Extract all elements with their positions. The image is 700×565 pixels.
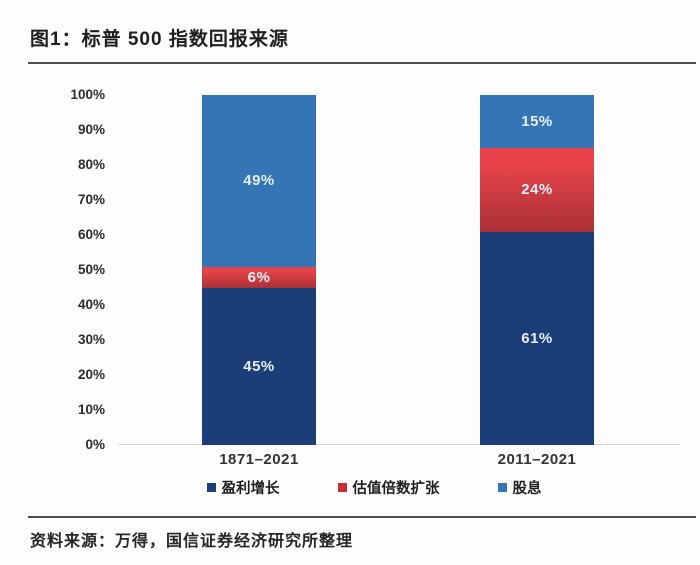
y-axis-tick: 40% [77, 297, 105, 312]
legend-label: 盈利增长 [221, 480, 280, 497]
bar-value-label: 45% [243, 357, 275, 375]
x-axis-line [118, 444, 680, 445]
stacked-bar-chart: 0% 10% 20% 30% 40% 50% 60% 70% 80% 90% 100% 45% 6% 4… [48, 87, 700, 497]
y-axis-tick: 80% [77, 157, 105, 172]
x-axis-label: 2011–2021 [497, 451, 577, 468]
y-axis-tick: 10% [77, 402, 105, 417]
legend-item: 股息 [497, 477, 542, 498]
title-divider [28, 62, 696, 64]
y-axis-tick: 30% [77, 332, 105, 347]
chart-legend: 盈利增长 估值倍数扩张 股息 [48, 477, 700, 497]
bar-value-label: 15% [521, 112, 553, 130]
bar-value-label: 49% [243, 172, 275, 190]
legend-item: 盈利增长 [206, 477, 280, 498]
y-axis-tick: 100% [70, 87, 105, 102]
legend-swatch [497, 482, 507, 492]
y-axis-tick: 50% [77, 262, 105, 277]
bar-value-label: 6% [247, 268, 271, 286]
bar-segment: 6% [202, 266, 316, 288]
y-axis-tick: 60% [77, 227, 105, 242]
y-axis-tick: 90% [77, 122, 105, 137]
bar-segment: 24% [480, 147, 594, 232]
bar-segment: 15% [480, 95, 594, 148]
legend-label: 估值倍数扩张 [352, 480, 440, 497]
x-axis-label: 1871–2021 [219, 451, 299, 468]
y-axis-tick: 20% [77, 367, 105, 382]
legend-swatch [337, 482, 347, 492]
bar-value-label: 61% [521, 329, 553, 347]
legend-item: 估值倍数扩张 [337, 477, 440, 498]
figure-title: 图1：标普 500 指数回报来源 [30, 29, 289, 50]
bar-segment: 49% [202, 95, 316, 267]
footer-divider [28, 516, 696, 518]
legend-label: 股息 [512, 480, 542, 497]
bar-segment: 45% [202, 287, 316, 445]
legend-swatch [206, 482, 216, 492]
source-note: 资料来源：万得，国信证券经济研究所整理 [30, 533, 354, 550]
bar-value-label: 24% [521, 181, 553, 198]
bar-segment: 61% [480, 231, 594, 445]
y-axis-tick: 70% [77, 192, 105, 207]
y-axis-tick: 0% [85, 437, 105, 452]
